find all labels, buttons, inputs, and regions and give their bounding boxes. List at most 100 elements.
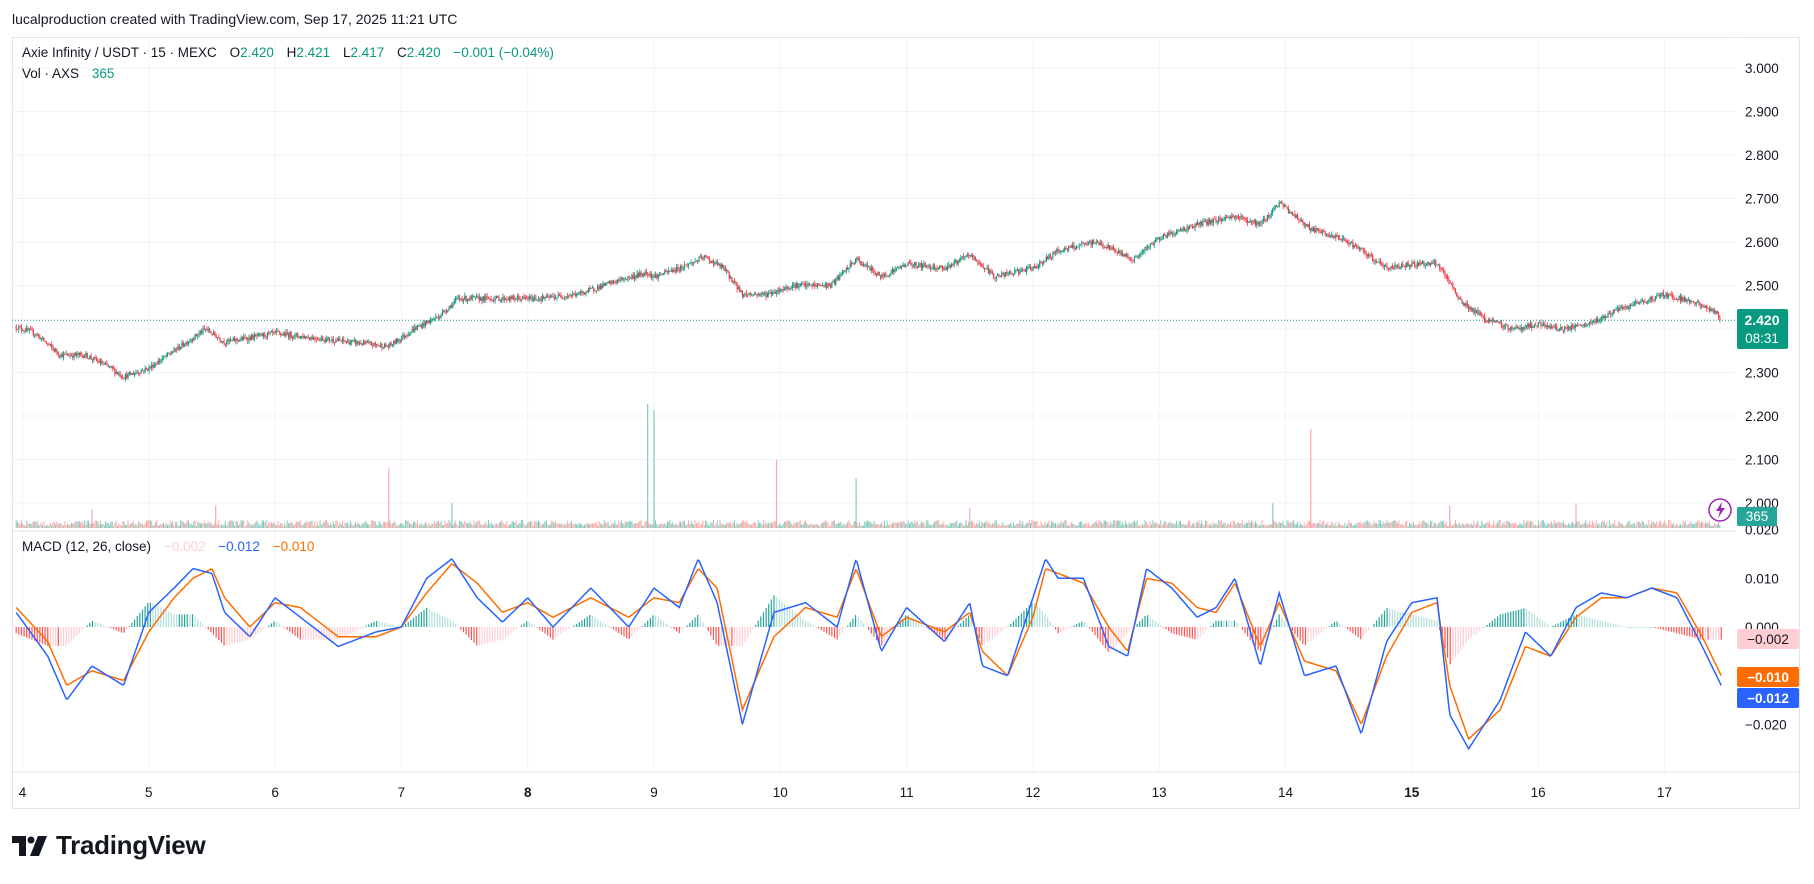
- volume-bar: [541, 523, 543, 528]
- candle: [1270, 210, 1272, 219]
- macd-hist-bar: [291, 627, 294, 634]
- volume-bar: [1394, 520, 1396, 528]
- candle: [1615, 307, 1617, 311]
- price-axis: 3.0002.9002.8002.7002.6002.5002.4002.300…: [1745, 61, 1779, 511]
- volume-bar: [834, 520, 836, 528]
- candle: [728, 271, 730, 282]
- candle: [486, 293, 488, 301]
- volume-bar: [803, 521, 805, 528]
- candle: [123, 377, 125, 381]
- macd-hist-bar: [641, 625, 644, 627]
- macd-hist-bar: [1183, 627, 1186, 637]
- lightning-icon[interactable]: [1708, 498, 1732, 522]
- volume-bar: [220, 524, 222, 528]
- volume-bar: [706, 521, 708, 528]
- time-tick-label: 4: [19, 785, 27, 800]
- volume-bar: [180, 520, 182, 528]
- candle: [190, 338, 192, 344]
- candle: [295, 332, 298, 338]
- volume-bar: [1133, 520, 1135, 528]
- candle: [1553, 323, 1555, 329]
- macd-hist-bar: [336, 627, 338, 640]
- candle: [811, 283, 813, 290]
- macd-hist-bar: [968, 615, 970, 627]
- macd-hist-bar: [712, 627, 715, 640]
- macd-title[interactable]: MACD (12, 26, close): [22, 539, 152, 554]
- macd-hist-bar: [975, 627, 978, 632]
- volume-bar: [766, 524, 768, 528]
- volume-bar: [281, 523, 283, 528]
- volume-bar: [786, 520, 788, 528]
- volume-bar: [1087, 522, 1089, 528]
- candle: [1631, 303, 1633, 306]
- macd-hist-bar: [228, 627, 230, 645]
- volume-bar: [1523, 520, 1525, 528]
- macd-hist-bar: [1341, 625, 1343, 627]
- macd-hist-bar: [878, 627, 880, 644]
- candle: [966, 252, 968, 258]
- candle: [643, 272, 645, 278]
- volume-bar: [340, 524, 342, 528]
- volume-bar: [395, 525, 397, 528]
- candle: [1120, 249, 1122, 257]
- volume-bar: [190, 523, 192, 528]
- volume-bar: [59, 523, 61, 528]
- macd-hist-bar: [1015, 618, 1017, 627]
- macd-hist-bar: [210, 627, 212, 633]
- macd-hist-bar: [368, 624, 370, 627]
- macd-hist-bar: [1691, 627, 1693, 638]
- volume-bar: [222, 525, 224, 528]
- candle: [999, 275, 1001, 278]
- tradingview-logo[interactable]: TradingView: [12, 830, 206, 861]
- candle: [537, 296, 540, 302]
- candle: [312, 335, 315, 341]
- volume-bar: [1283, 525, 1285, 528]
- macd-hist-bar: [178, 614, 180, 627]
- volume-bar: [952, 522, 954, 528]
- volume-bar: [978, 520, 980, 528]
- macd-hist-bar: [1499, 614, 1501, 627]
- candle: [670, 267, 672, 272]
- candle: [818, 283, 820, 286]
- volume-bar: [1537, 520, 1539, 528]
- candle: [395, 338, 398, 345]
- volume-bar: [424, 521, 426, 528]
- candle: [765, 291, 767, 301]
- macd-hist-bar: [1591, 618, 1593, 627]
- candle: [68, 352, 70, 357]
- candle: [1136, 254, 1138, 259]
- volume-bar: [1193, 523, 1195, 528]
- macd-hist-bar: [626, 627, 628, 639]
- volume-bar: [1118, 520, 1120, 528]
- symbol-title[interactable]: Axie Infinity / USDT · 15 · MEXC: [22, 45, 217, 60]
- macd-hist-bar: [1528, 610, 1530, 627]
- volume-bar: [697, 523, 699, 528]
- candle: [1577, 322, 1579, 327]
- macd-hist-bar: [826, 627, 828, 634]
- volume-bar: [265, 520, 267, 528]
- macd-hist-bar: [1481, 627, 1483, 630]
- volume-bar: [1670, 523, 1672, 528]
- candle: [1564, 325, 1566, 333]
- candle: [694, 258, 696, 264]
- macd-hist-bar: [112, 627, 115, 630]
- volume-bar: [615, 524, 617, 528]
- candle: [668, 267, 670, 275]
- candle: [1194, 223, 1196, 232]
- volume-bar: [1566, 525, 1568, 528]
- volume-bar: [1649, 525, 1651, 528]
- candle: [587, 287, 590, 294]
- volume-title[interactable]: Vol · AXS: [22, 66, 80, 81]
- candle: [1265, 218, 1267, 223]
- volume-bar: [252, 525, 254, 528]
- macd-hist-bar: [402, 625, 404, 627]
- macd-hist-bar: [515, 627, 517, 630]
- macd-hist-bar: [483, 627, 486, 645]
- macd-hist-bar: [257, 627, 259, 634]
- volume-bar: [1429, 520, 1431, 528]
- macd-tick-label: −0.020: [1745, 717, 1787, 732]
- candle: [62, 351, 65, 361]
- candle: [418, 324, 420, 327]
- candle: [603, 282, 605, 287]
